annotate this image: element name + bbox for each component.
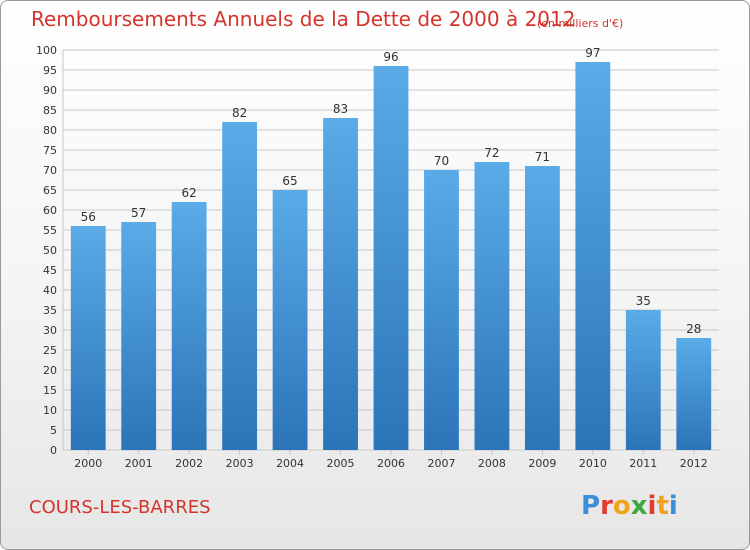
y-tick-label: 25: [43, 344, 57, 357]
x-tick-label-2002: 2002: [175, 457, 203, 470]
y-tick-label: 10: [43, 404, 57, 417]
x-tick-label-2010: 2010: [579, 457, 607, 470]
data-label-2009: 71: [535, 150, 550, 164]
y-tick-label: 55: [43, 224, 57, 237]
y-tick-label: 90: [43, 84, 57, 97]
y-tick-label: 75: [43, 144, 57, 157]
bars: [70, 62, 712, 450]
y-tick-label: 50: [43, 244, 57, 257]
y-tick-label: 30: [43, 324, 57, 337]
data-label-2012: 28: [686, 322, 701, 336]
bar-2000: [70, 226, 106, 450]
data-label-2011: 35: [636, 294, 651, 308]
x-tick-label-2000: 2000: [74, 457, 102, 470]
bar-2001: [121, 222, 157, 450]
bar-2008: [474, 162, 510, 450]
bar-2007: [424, 170, 459, 450]
logo-letter: x: [630, 491, 648, 521]
data-labels: 56 57 62 82 65 83 96 70 72 71 97 35 28: [81, 46, 702, 336]
y-tick-label: 70: [43, 164, 57, 177]
x-tick-label-2008: 2008: [478, 457, 506, 470]
x-tick-label-2007: 2007: [427, 457, 455, 470]
y-tick-label: 85: [43, 104, 57, 117]
y-tick-label: 100: [36, 44, 57, 57]
x-tick-label-2005: 2005: [327, 457, 355, 470]
y-tick-label: 35: [43, 304, 57, 317]
chart-subtitle: (en milliers d'€): [537, 17, 624, 30]
commune-name: COURS-LES-BARRES: [29, 497, 211, 518]
y-tick-label: 5: [50, 424, 57, 437]
x-tick-label-2004: 2004: [276, 457, 304, 470]
proxiti-logo: Proxiti: [581, 491, 678, 521]
data-label-2008: 72: [484, 146, 499, 160]
x-tick-label-2003: 2003: [226, 457, 254, 470]
bar-2006: [373, 66, 409, 450]
y-tick-label: 15: [43, 384, 57, 397]
bar-2004: [272, 190, 308, 450]
data-label-2002: 62: [182, 186, 197, 200]
y-tick-label: 65: [43, 184, 57, 197]
logo-letter: r: [600, 491, 613, 521]
y-axis-ticks: 0 5 10 15 20 25 30 35 40 45 50 55 60 65 70 75 80 85 90 95 10…: [36, 44, 57, 457]
data-label-2000: 56: [81, 210, 96, 224]
bar-2005: [323, 118, 358, 450]
data-label-2007: 70: [434, 154, 449, 168]
y-tick-label: 80: [43, 124, 57, 137]
logo-letter: o: [612, 491, 631, 521]
y-tick-label: 0: [50, 444, 57, 457]
bar-2011: [625, 310, 661, 450]
bar-2002: [171, 202, 207, 450]
data-label-2004: 65: [282, 174, 297, 188]
y-tick-label: 60: [43, 204, 57, 217]
y-tick-label: 20: [43, 364, 57, 377]
data-label-2010: 97: [585, 46, 600, 60]
x-tick-label-2009: 2009: [528, 457, 556, 470]
x-tick-label-2006: 2006: [377, 457, 405, 470]
x-tick-label-2012: 2012: [680, 457, 708, 470]
y-tick-label: 45: [43, 264, 57, 277]
bar-2010: [575, 62, 611, 450]
x-tick-label-2001: 2001: [125, 457, 153, 470]
bar-2003: [222, 122, 258, 450]
y-tick-label: 40: [43, 284, 57, 297]
data-label-2006: 96: [383, 50, 398, 64]
x-axis-ticks: 2000 2001 2002 2003 2004 2005 2006 2007 2008 2009…: [74, 450, 708, 470]
logo-letter: i: [647, 491, 657, 521]
logo-letter: i: [668, 491, 678, 521]
data-label-2005: 83: [333, 102, 348, 116]
bar-2009: [524, 166, 560, 450]
logo-letter: P: [581, 491, 601, 521]
y-tick-label: 95: [43, 64, 57, 77]
data-label-2001: 57: [131, 206, 146, 220]
bar-2012: [676, 338, 712, 450]
data-label-2003: 82: [232, 106, 247, 120]
logo-letter: t: [656, 491, 669, 521]
chart-title: Remboursements Annuels de la Dette de 20…: [31, 7, 576, 31]
x-tick-label-2011: 2011: [629, 457, 657, 470]
